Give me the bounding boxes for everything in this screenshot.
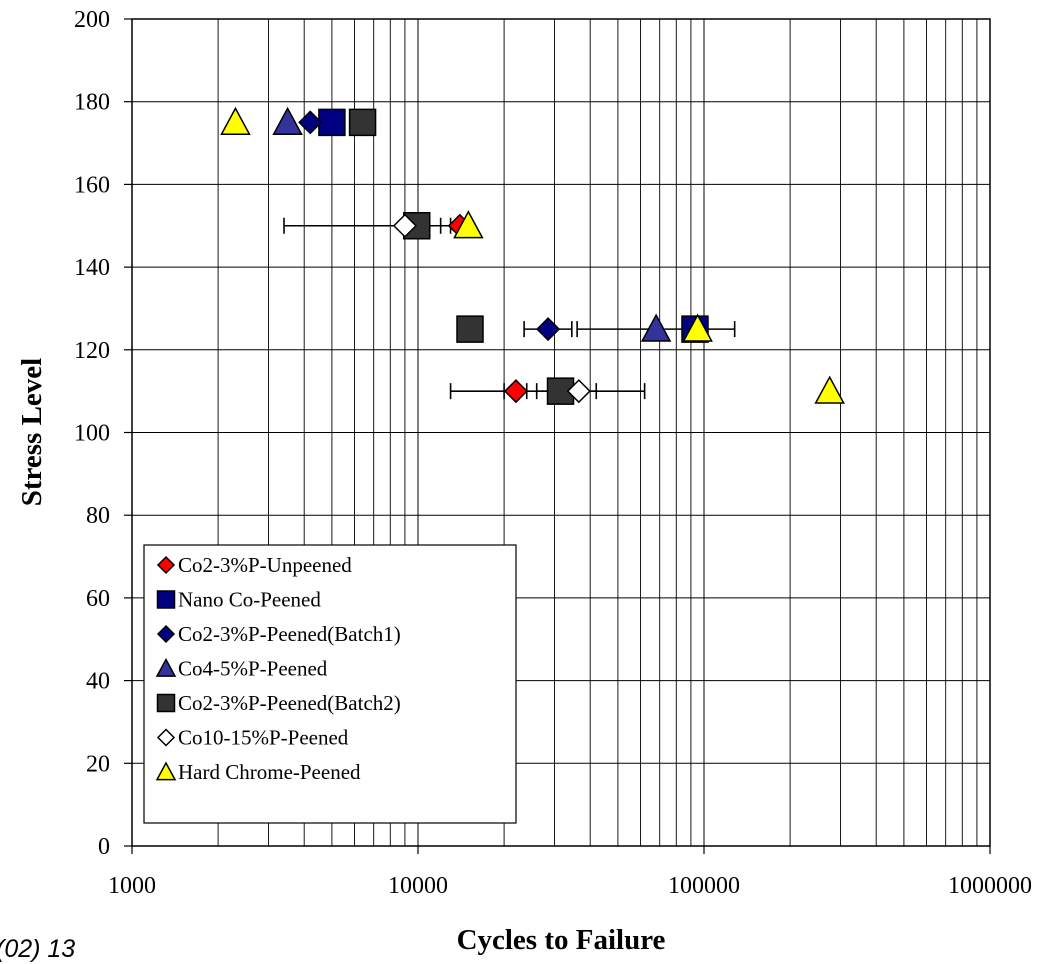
legend-label: Co10-15%P-Peened [178, 726, 349, 750]
data-point [814, 375, 845, 404]
x-tick-labels: 1000 10000 100000 1000000 [108, 873, 1032, 899]
legend-marker [156, 590, 176, 609]
axis-tick-marks [124, 18, 991, 854]
data-point [640, 313, 672, 342]
y-tick-label: 100 [74, 421, 110, 447]
y-tick-label: 60 [86, 586, 110, 612]
legend-box [143, 544, 517, 824]
data-point [348, 108, 377, 137]
y-tick-label: 20 [86, 751, 110, 777]
error-bars [283, 217, 736, 400]
data-point [298, 110, 323, 135]
data-markers [220, 106, 845, 405]
x-tick-label: 10000 [388, 873, 448, 899]
data-point [566, 379, 591, 404]
x-tick-label: 100000 [668, 873, 740, 899]
y-tick-label: 200 [74, 7, 110, 33]
data-point [453, 210, 484, 239]
footer-text: (02) 13 [0, 935, 75, 963]
data-point [272, 106, 303, 136]
y-tick-label: 40 [86, 669, 110, 695]
legend-label: Nano Co-Peened [178, 588, 321, 612]
legend-label: Hard Chrome-Peened [178, 760, 361, 784]
legend-label: Co2-3%P-Peened(Batch2) [178, 691, 401, 715]
y-tick-label: 140 [74, 255, 110, 281]
y-tick-labels: 0 20 40 60 80 100 120 140 160 180 200 [74, 7, 110, 860]
legend-marker [156, 624, 176, 644]
legend-label: Co2-3%P-Peened(Batch1) [178, 622, 401, 646]
data-point [392, 213, 417, 238]
legend-label: Co2-3%P-Unpeened [178, 553, 352, 577]
data-point [536, 317, 561, 342]
x-tick-label: 1000000 [948, 873, 1032, 899]
y-axis-title: Stress Level [16, 358, 48, 506]
data-point [220, 106, 251, 136]
y-tick-label: 0 [98, 834, 110, 860]
legend-label: Co4-5%P-Peened [178, 657, 328, 681]
legend: Co2-3%P-Unpeened Nano Co-Peened Co2-3%P-Pe… [143, 544, 517, 824]
data-point [503, 379, 528, 404]
legend-marker [156, 555, 176, 575]
legend-marker [155, 761, 177, 781]
x-axis-title: Cycles to Failure [457, 924, 666, 956]
x-tick-label: 1000 [108, 873, 156, 899]
y-tick-label: 80 [86, 503, 110, 529]
y-tick-label: 180 [74, 90, 110, 116]
data-point [318, 108, 346, 137]
y-tick-label: 120 [74, 338, 110, 364]
legend-marker [156, 728, 176, 747]
legend-marker [155, 657, 177, 677]
y-tick-label: 160 [74, 172, 110, 198]
legend-marker [156, 693, 176, 713]
data-point [456, 315, 484, 343]
data-point [682, 313, 713, 342]
